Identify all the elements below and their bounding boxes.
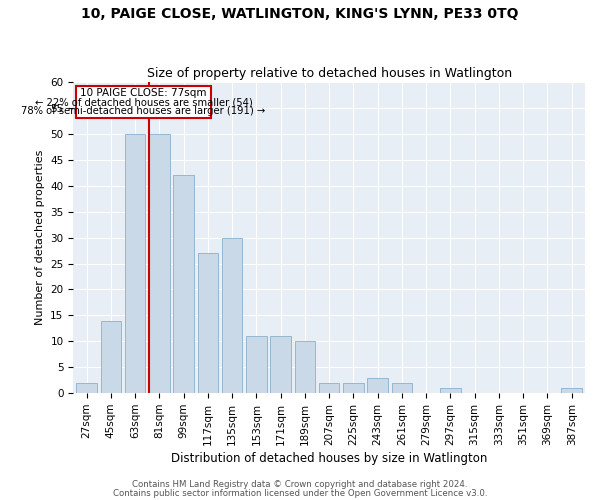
Bar — [222, 238, 242, 393]
Text: ← 22% of detached houses are smaller (54): ← 22% of detached houses are smaller (54… — [35, 98, 253, 108]
Bar — [76, 383, 97, 393]
Bar — [76, 86, 211, 118]
Bar — [343, 383, 364, 393]
Bar — [125, 134, 145, 393]
Bar — [197, 253, 218, 393]
Text: Contains HM Land Registry data © Crown copyright and database right 2024.: Contains HM Land Registry data © Crown c… — [132, 480, 468, 489]
Bar — [319, 383, 340, 393]
Bar — [149, 134, 170, 393]
Text: 10, PAIGE CLOSE, WATLINGTON, KING'S LYNN, PE33 0TQ: 10, PAIGE CLOSE, WATLINGTON, KING'S LYNN… — [81, 8, 519, 22]
Title: Size of property relative to detached houses in Watlington: Size of property relative to detached ho… — [146, 66, 512, 80]
Bar — [562, 388, 582, 393]
Bar — [173, 176, 194, 393]
Y-axis label: Number of detached properties: Number of detached properties — [35, 150, 44, 326]
Bar — [295, 342, 315, 393]
Bar — [440, 388, 461, 393]
Bar — [246, 336, 266, 393]
Text: Contains public sector information licensed under the Open Government Licence v3: Contains public sector information licen… — [113, 488, 487, 498]
Bar — [392, 383, 412, 393]
Bar — [367, 378, 388, 393]
X-axis label: Distribution of detached houses by size in Watlington: Distribution of detached houses by size … — [171, 452, 487, 465]
Bar — [101, 320, 121, 393]
Text: 10 PAIGE CLOSE: 77sqm: 10 PAIGE CLOSE: 77sqm — [80, 88, 207, 99]
Bar — [270, 336, 291, 393]
Text: 78% of semi-detached houses are larger (191) →: 78% of semi-detached houses are larger (… — [22, 106, 266, 117]
